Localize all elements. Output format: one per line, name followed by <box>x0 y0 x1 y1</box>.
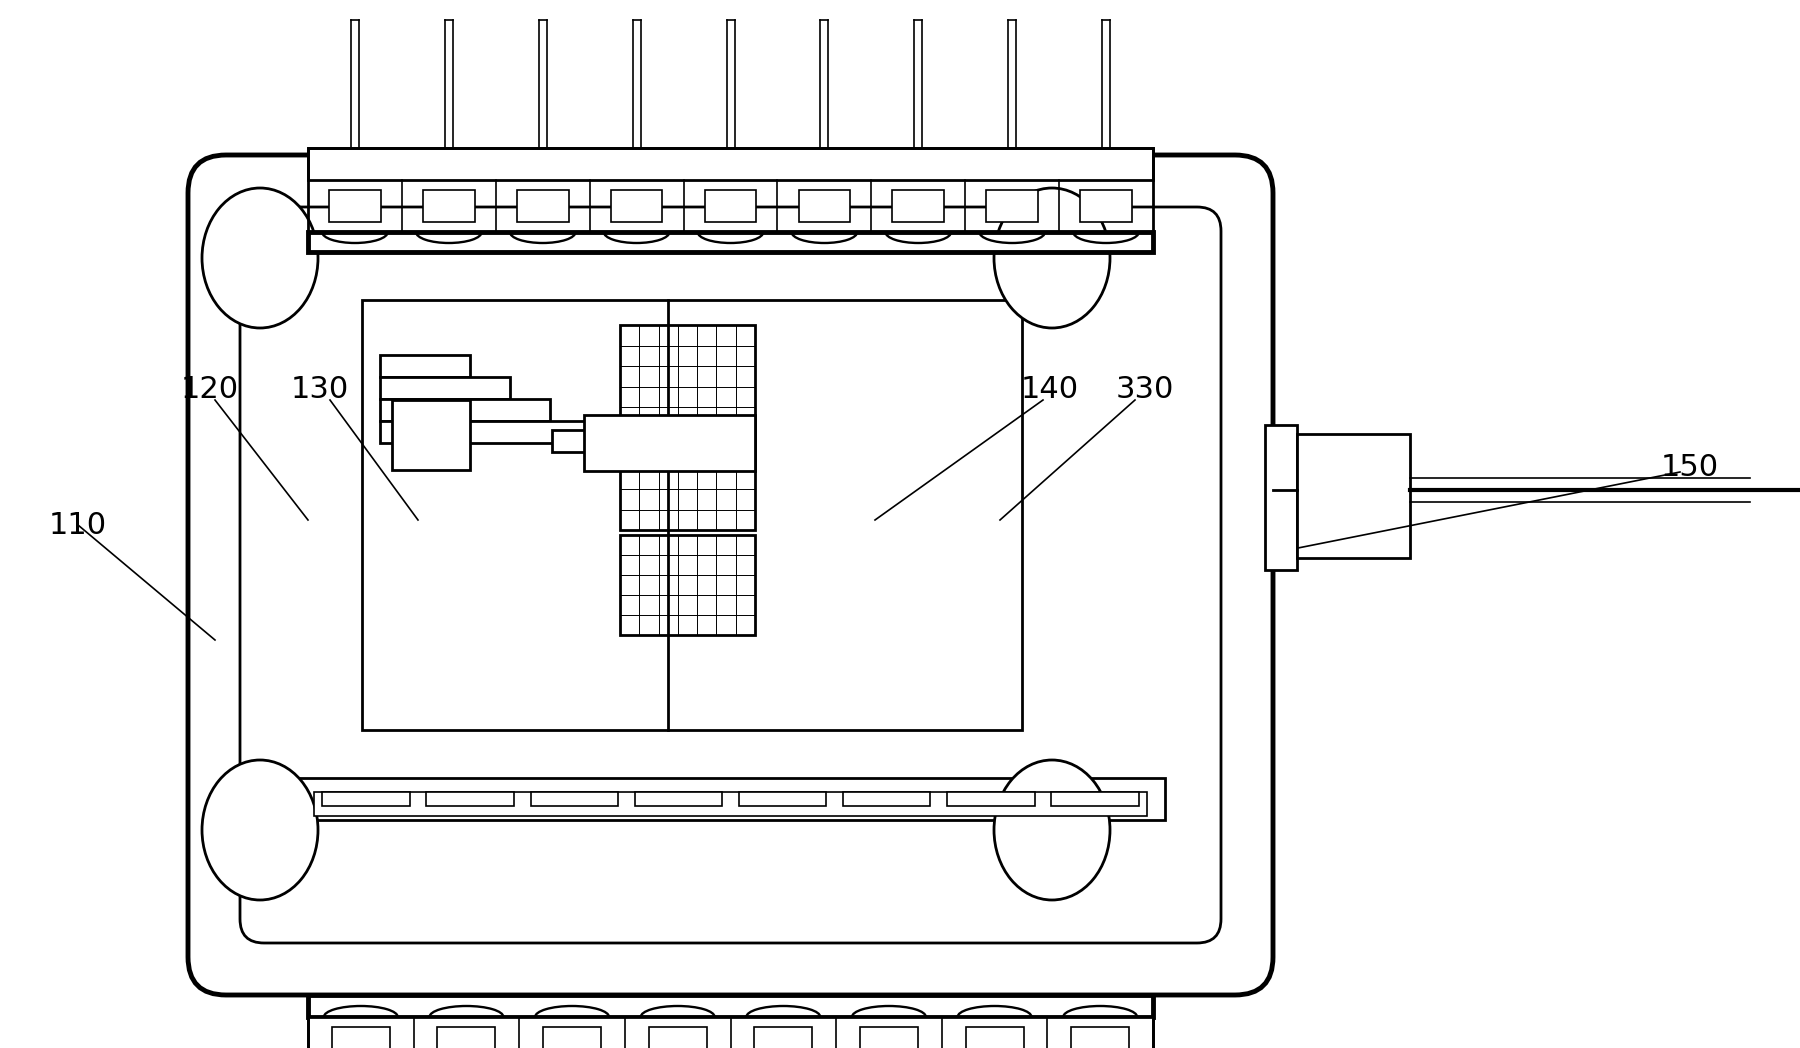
Bar <box>308 148 1154 180</box>
Bar <box>517 191 569 221</box>
Bar <box>1080 191 1132 221</box>
Ellipse shape <box>994 188 1111 328</box>
Bar <box>531 792 617 806</box>
Bar <box>619 534 754 635</box>
Bar <box>380 421 590 443</box>
Ellipse shape <box>994 760 1111 900</box>
Bar <box>610 191 662 221</box>
Bar <box>329 191 382 221</box>
Bar <box>322 792 410 806</box>
Text: 110: 110 <box>49 510 106 540</box>
Bar <box>583 415 754 471</box>
Bar <box>1298 434 1409 558</box>
Bar <box>392 400 470 470</box>
Bar <box>362 300 1022 730</box>
Bar <box>1265 425 1298 570</box>
Ellipse shape <box>202 760 319 900</box>
FancyBboxPatch shape <box>283 250 1177 900</box>
Bar <box>437 1027 495 1048</box>
Bar <box>308 1017 1154 1048</box>
Bar <box>754 1027 812 1048</box>
Bar <box>295 778 1165 820</box>
Bar <box>1071 1027 1129 1048</box>
Bar <box>648 1027 707 1048</box>
Bar <box>380 399 551 421</box>
Text: 130: 130 <box>292 375 349 405</box>
Ellipse shape <box>202 188 319 328</box>
Bar <box>553 430 688 452</box>
Bar <box>965 1027 1024 1048</box>
Bar <box>313 792 1147 816</box>
Bar <box>427 792 515 806</box>
Bar <box>860 1027 918 1048</box>
Bar <box>308 232 1154 252</box>
Text: 120: 120 <box>182 375 239 405</box>
Text: 330: 330 <box>1116 375 1174 405</box>
Bar <box>704 191 756 221</box>
Bar <box>799 191 850 221</box>
Bar <box>544 1027 601 1048</box>
Text: 150: 150 <box>1661 454 1719 482</box>
FancyBboxPatch shape <box>187 155 1273 995</box>
Bar <box>986 191 1039 221</box>
FancyBboxPatch shape <box>239 208 1220 943</box>
Bar <box>308 148 1154 252</box>
Bar <box>380 377 509 399</box>
Bar <box>893 191 943 221</box>
Bar <box>423 191 475 221</box>
Text: 140: 140 <box>1021 375 1078 405</box>
Bar <box>331 1027 391 1048</box>
Bar <box>1051 792 1139 806</box>
Bar <box>635 792 722 806</box>
Bar <box>308 995 1154 1048</box>
Bar <box>308 995 1154 1017</box>
Bar <box>842 792 931 806</box>
Bar <box>619 325 754 530</box>
Bar <box>738 792 826 806</box>
Bar <box>380 355 470 377</box>
Bar <box>947 792 1035 806</box>
